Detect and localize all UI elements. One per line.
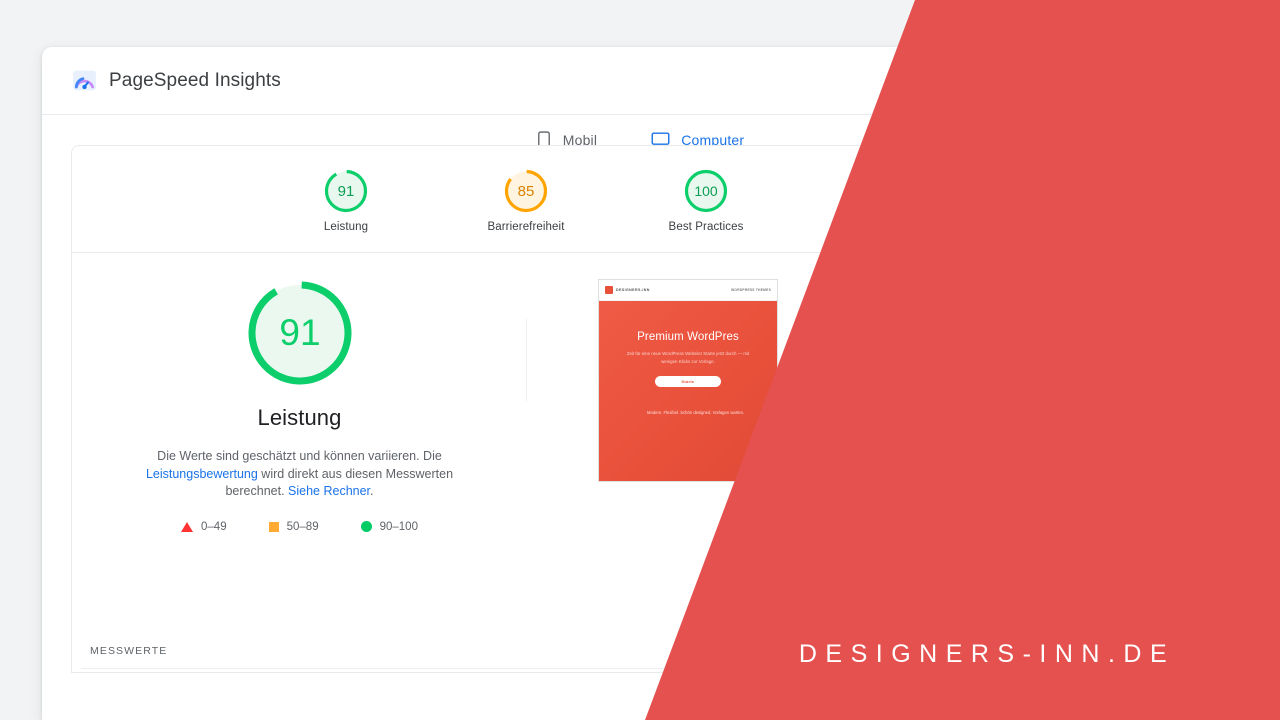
gauge-label-best-practices: Best Practices	[668, 221, 744, 233]
gauge-ring-best-practices: 100	[684, 169, 728, 213]
score-desc-part3: .	[370, 484, 374, 498]
gauge-label-barrierefreiheit: Barrierefreiheit	[487, 221, 565, 233]
legend-label-high: 90–100	[379, 520, 418, 533]
legend-item-high: 90–100	[360, 520, 418, 533]
score-legend: 0–49 50–89 90–100	[72, 521, 527, 533]
gauge-ring-leistung: 91	[324, 169, 368, 213]
score-category-name: Leistung	[257, 405, 342, 430]
thumbnail-subtext: Zeit für eine neue WordPress Website! St…	[626, 351, 750, 364]
score-desc-part2: wird direkt aus diesen Messwerten berech…	[225, 466, 454, 499]
metric-first-contentful-paint[interactable]: First Contentful Paint 0,6 s	[81, 669, 506, 672]
gauge-ring-barrierefreiheit: 85	[504, 169, 548, 213]
big-score-value: 91	[279, 312, 320, 353]
thumbnail-headline: Premium WordPres	[637, 331, 739, 343]
score-desc-part1: Die Werte sind geschätzt und können vari…	[157, 449, 442, 463]
thumbnail-topbar: DESIGNERS-INN WORDPRESS THEMES	[599, 280, 777, 301]
thumbnail-hero: Premium WordPres Zeit für eine neue Word…	[599, 301, 777, 481]
brand-title: PageSpeed Insights	[109, 69, 281, 91]
metrics-grid: First Contentful Paint 0,6 s Largest Con…	[81, 668, 1160, 672]
watermark-text: DESIGNERS-INN.DE	[798, 640, 1176, 668]
thumbnail-site-logo: DESIGNERS-INN	[605, 286, 650, 294]
gauge-value-best-practices: 100	[694, 183, 718, 199]
circle-swatch-icon	[360, 521, 372, 532]
metrics-section-title: MESSWERTE	[90, 645, 168, 657]
legend-label-mid: 50–89	[286, 520, 319, 533]
thumbnail-logo-mark-icon	[605, 286, 613, 294]
score-description: Die Werte sind geschätzt und können vari…	[135, 448, 465, 501]
gauge-best-practices[interactable]: 100 Best Practices	[646, 168, 766, 233]
legend-label-low: 0–49	[201, 520, 227, 533]
metrics-section: MESSWERTE First Contentful Paint 0,6 s L…	[81, 625, 1160, 672]
pagespeed-gauge-logo-icon	[73, 70, 96, 91]
thumbnail-footer-text: Modern. Flexibel. Schön designed. Vorlag…	[647, 410, 745, 415]
gauges-divider	[72, 252, 1160, 253]
legend-item-low: 0–49	[181, 521, 227, 533]
brand[interactable]: PageSpeed Insights	[72, 68, 281, 93]
tab-computer-label: Computer	[681, 132, 745, 148]
tab-mobil-label: Mobil	[562, 132, 598, 148]
siehe-rechner-link[interactable]: Siehe Rechner	[288, 484, 371, 498]
gauge-value-barrierefreiheit: 85	[518, 183, 535, 200]
thumbnail-logo-text: DESIGNERS-INN	[616, 288, 650, 292]
gauge-value-leistung: 91	[338, 183, 355, 200]
gauge-barrierefreiheit[interactable]: 85 Barrierefreiheit	[466, 168, 586, 233]
leistungsbewertung-link[interactable]: Leistungsbewertung	[145, 466, 258, 481]
score-vertical-divider	[526, 319, 527, 401]
score-summary: 91 Leistung Die Werte sind geschätzt und…	[72, 277, 527, 533]
gauge-leistung[interactable]: 91 Leistung	[286, 168, 406, 233]
gauge-label-leistung: Leistung	[323, 221, 369, 233]
legend-item-mid: 50–89	[268, 520, 319, 533]
square-swatch-icon	[268, 521, 279, 532]
thumbnail-nav-text: WORDPRESS THEMES	[731, 288, 771, 292]
big-score-gauge: 91	[248, 281, 351, 385]
triangle-swatch-icon	[181, 521, 194, 532]
thumbnail-cta-button: Starte	[655, 376, 721, 387]
